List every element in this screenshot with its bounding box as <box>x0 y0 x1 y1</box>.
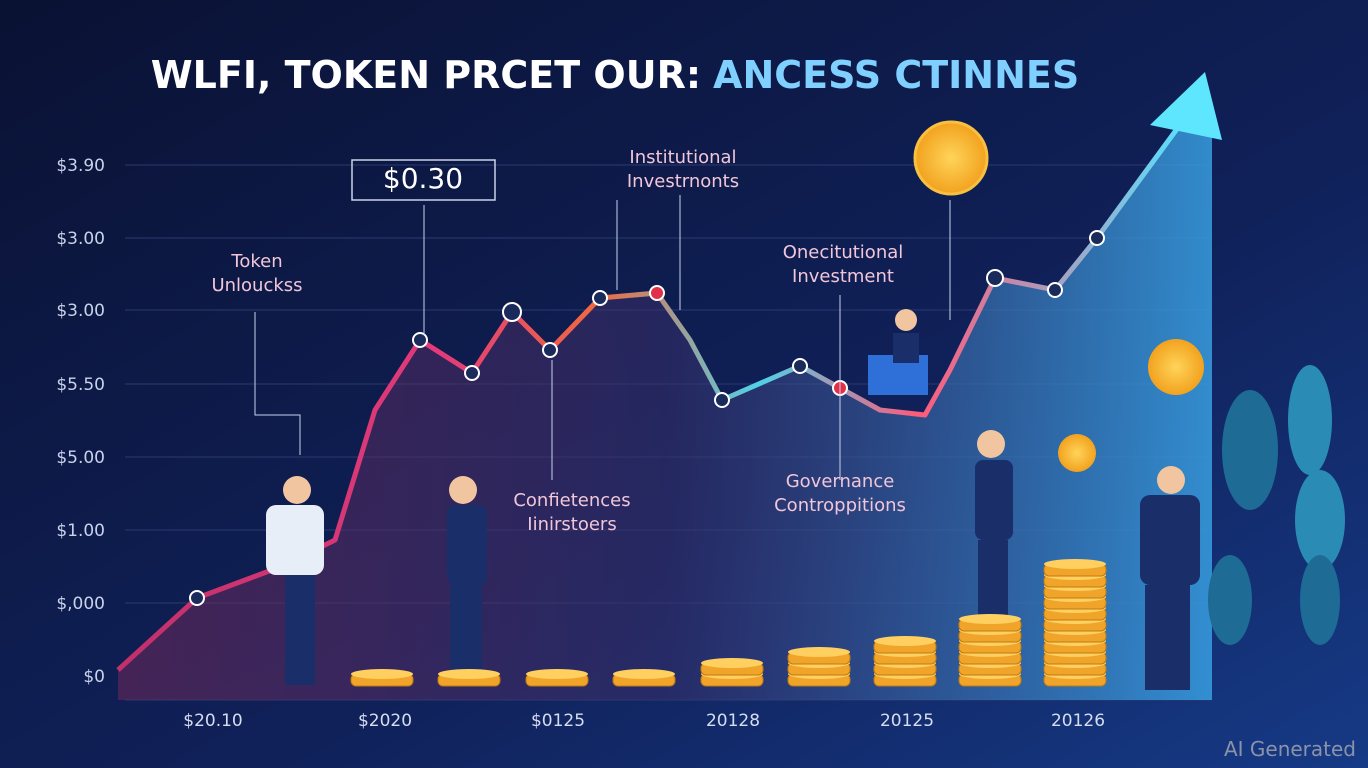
y-label: $,000 <box>56 594 105 614</box>
coin-top <box>438 669 500 679</box>
annotation-line: Governance <box>786 471 895 492</box>
annotation-line: Confietences <box>513 490 630 511</box>
coin-stacks <box>350 559 1107 687</box>
x-label: 20126 <box>1051 711 1105 731</box>
annotation-line: Investment <box>792 266 894 287</box>
y-label: $1.00 <box>56 521 105 541</box>
trend-line <box>116 116 1188 672</box>
y-label: $5.00 <box>56 448 105 468</box>
y-label: $5.50 <box>56 375 105 395</box>
y-label: $0 <box>83 667 105 687</box>
annotation-line: Controppitions <box>774 495 906 516</box>
watermark: AI Generated <box>1224 737 1356 761</box>
arrow-head <box>1150 72 1222 140</box>
area <box>118 110 1212 700</box>
people <box>266 309 1200 690</box>
annotation-line: Investrnonts <box>627 171 739 192</box>
coin <box>1148 339 1204 395</box>
coin-top <box>959 614 1021 624</box>
points <box>189 230 1105 606</box>
coin-top <box>613 669 675 679</box>
y-label: $3.00 <box>56 229 105 249</box>
annotation-line: Unlouckss <box>211 275 302 296</box>
annotations: Token Unlouckss Institutional Investrnonts O… <box>211 147 905 535</box>
title-accent: ANCESS CTINNES <box>713 53 1079 97</box>
x-label: 20125 <box>880 711 934 731</box>
price-label: $0.30 <box>383 162 463 195</box>
coin-top <box>874 636 936 646</box>
y-labels: $3.90 $3.00 $3.00 $5.50 $5.00 $1.00 $,000 $0 <box>56 156 105 687</box>
coin-top <box>701 658 763 668</box>
coin <box>1058 434 1096 472</box>
y-label: $3.90 <box>56 156 105 176</box>
coin-top <box>526 669 588 679</box>
coin <box>913 120 989 196</box>
annotation-line: Onecitutional <box>783 242 904 263</box>
title-main: WLFI, TOKEN PRCET OUR: <box>151 53 701 97</box>
coin-top <box>1044 559 1106 569</box>
leader-lines <box>254 195 951 480</box>
annotation-line: Token <box>230 251 282 272</box>
title: WLFI, TOKEN PRCET OUR: ANCESS CTINNES <box>151 53 1079 97</box>
x-label: 20128 <box>706 711 760 731</box>
x-label: $20.10 <box>183 711 242 731</box>
annotation-line: Iinirstoers <box>527 514 616 535</box>
x-label: $2020 <box>358 711 412 731</box>
coin-top <box>788 647 850 657</box>
annotation-line: Institutional <box>629 147 736 168</box>
x-label: $0125 <box>531 711 585 731</box>
price-box <box>351 159 496 201</box>
x-labels: $20.10 $2020 $0125 20128 20125 20126 <box>183 711 1105 731</box>
coin-top <box>351 669 413 679</box>
y-label: $3.00 <box>56 301 105 321</box>
plant <box>1208 365 1345 645</box>
